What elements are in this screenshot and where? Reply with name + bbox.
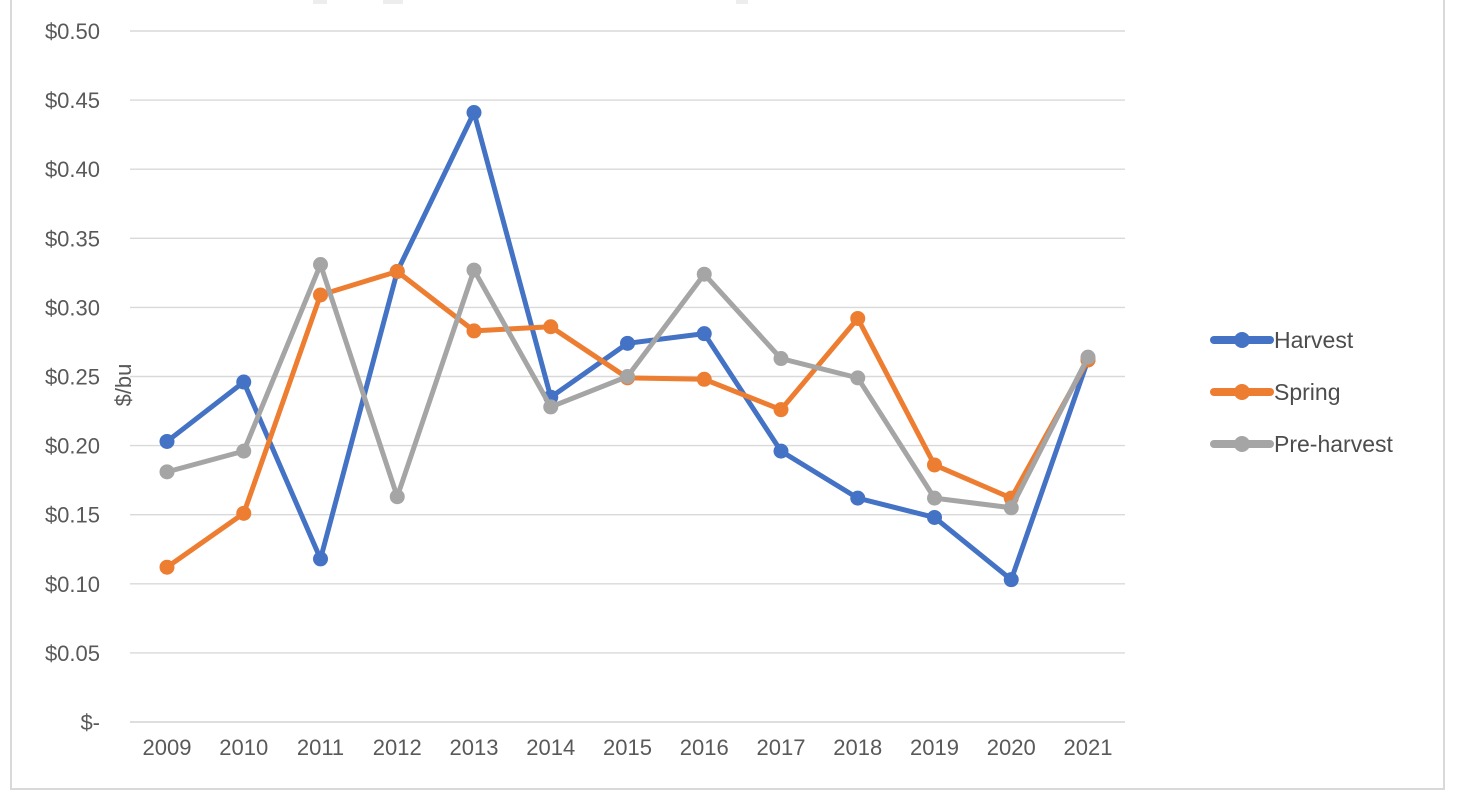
data-point-pre-harvest-2021 xyxy=(1080,349,1096,365)
data-point-pre-harvest-2013 xyxy=(466,262,482,278)
data-point-pre-harvest-2020 xyxy=(1003,500,1019,516)
x-tick-label: 2010 xyxy=(219,735,268,760)
legend-item-harvest: Harvest xyxy=(1210,322,1393,358)
data-point-harvest-2009 xyxy=(159,433,175,449)
data-point-pre-harvest-2014 xyxy=(543,399,559,415)
data-point-harvest-2011 xyxy=(313,551,328,567)
data-point-spring-2009 xyxy=(159,559,175,575)
cropped-text-fragment xyxy=(736,0,748,4)
preharvest-line-marker-icon xyxy=(1210,436,1274,452)
chart-frame xyxy=(10,0,1445,790)
data-point-pre-harvest-2012 xyxy=(389,489,405,505)
x-tick-label: 2014 xyxy=(526,735,575,760)
data-point-spring-2010 xyxy=(236,505,252,521)
data-point-harvest-2018 xyxy=(850,490,866,506)
cropped-text-fragment xyxy=(313,0,327,4)
legend-item-preharvest: Pre-harvest xyxy=(1210,426,1393,462)
y-tick-label: $0.10 xyxy=(45,572,100,597)
cropped-text-fragment xyxy=(383,0,403,4)
data-point-harvest-2013 xyxy=(466,105,482,121)
spring-line-marker-icon xyxy=(1210,384,1274,400)
data-point-harvest-2019 xyxy=(927,509,942,525)
data-point-pre-harvest-2010 xyxy=(236,443,252,459)
legend-label-preharvest: Pre-harvest xyxy=(1274,430,1393,457)
y-tick-label: $0.25 xyxy=(45,365,100,390)
x-tick-label: 2021 xyxy=(1064,735,1113,760)
y-tick-label: $0.40 xyxy=(45,157,100,182)
data-point-spring-2012 xyxy=(389,263,405,279)
x-tick-label: 2009 xyxy=(143,735,192,760)
y-tick-label: $0.15 xyxy=(45,503,100,528)
legend-label-spring: Spring xyxy=(1274,378,1341,405)
data-point-harvest-2016 xyxy=(696,326,712,342)
y-tick-label: $0.05 xyxy=(45,641,100,666)
y-tick-label: $0.50 xyxy=(45,19,100,44)
data-point-harvest-2020 xyxy=(1003,572,1019,588)
data-point-harvest-2010 xyxy=(236,374,252,390)
legend-item-spring: Spring xyxy=(1210,374,1393,410)
y-axis-title: $/bu xyxy=(111,363,136,407)
data-point-spring-2011 xyxy=(313,287,328,303)
y-tick-label: $0.20 xyxy=(45,434,100,459)
y-tick-label: $0.30 xyxy=(45,295,100,320)
x-tick-label: 2016 xyxy=(680,735,729,760)
legend-label-harvest: Harvest xyxy=(1274,326,1354,353)
data-point-spring-2018 xyxy=(850,310,866,326)
data-point-spring-2014 xyxy=(543,319,559,335)
harvest-line-marker-icon xyxy=(1210,332,1274,348)
data-point-pre-harvest-2016 xyxy=(696,266,712,282)
data-point-harvest-2015 xyxy=(620,335,635,351)
data-point-pre-harvest-2017 xyxy=(773,351,789,367)
x-tick-label: 2015 xyxy=(603,735,652,760)
data-point-spring-2016 xyxy=(696,371,712,387)
x-tick-label: 2011 xyxy=(297,735,344,760)
y-tick-label: $- xyxy=(80,710,100,735)
data-point-harvest-2017 xyxy=(773,443,789,459)
x-tick-label: 2018 xyxy=(833,735,882,760)
data-point-spring-2019 xyxy=(927,457,942,473)
data-point-pre-harvest-2011 xyxy=(313,257,328,273)
data-point-pre-harvest-2019 xyxy=(927,490,942,506)
y-tick-label: $0.35 xyxy=(45,226,100,251)
x-tick-label: 2013 xyxy=(450,735,499,760)
data-point-pre-harvest-2009 xyxy=(159,464,175,480)
x-tick-label: 2017 xyxy=(757,735,806,760)
data-point-spring-2013 xyxy=(466,323,482,339)
legend: Harvest Spring Pre-harvest xyxy=(1210,322,1393,462)
data-point-pre-harvest-2015 xyxy=(620,369,635,384)
data-point-pre-harvest-2018 xyxy=(850,370,866,386)
x-tick-label: 2012 xyxy=(373,735,422,760)
y-tick-label: $0.45 xyxy=(45,88,100,113)
x-tick-label: 2019 xyxy=(910,735,959,760)
data-point-spring-2017 xyxy=(773,402,789,418)
x-tick-label: 2020 xyxy=(987,735,1036,760)
